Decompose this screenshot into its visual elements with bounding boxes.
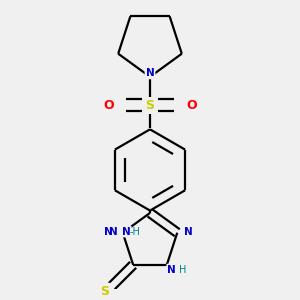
Text: H: H	[179, 265, 186, 275]
Text: N: N	[122, 226, 131, 236]
Text: -H: -H	[129, 226, 140, 236]
Text: S: S	[146, 99, 154, 112]
Text: N: N	[184, 226, 192, 236]
Text: O: O	[103, 99, 113, 112]
Text: N: N	[167, 265, 176, 275]
Text: O: O	[187, 99, 197, 112]
Text: S: S	[100, 285, 109, 298]
Text: N: N	[146, 68, 154, 78]
Text: N: N	[146, 68, 154, 78]
Text: N: N	[109, 226, 118, 236]
Text: N: N	[104, 226, 113, 236]
